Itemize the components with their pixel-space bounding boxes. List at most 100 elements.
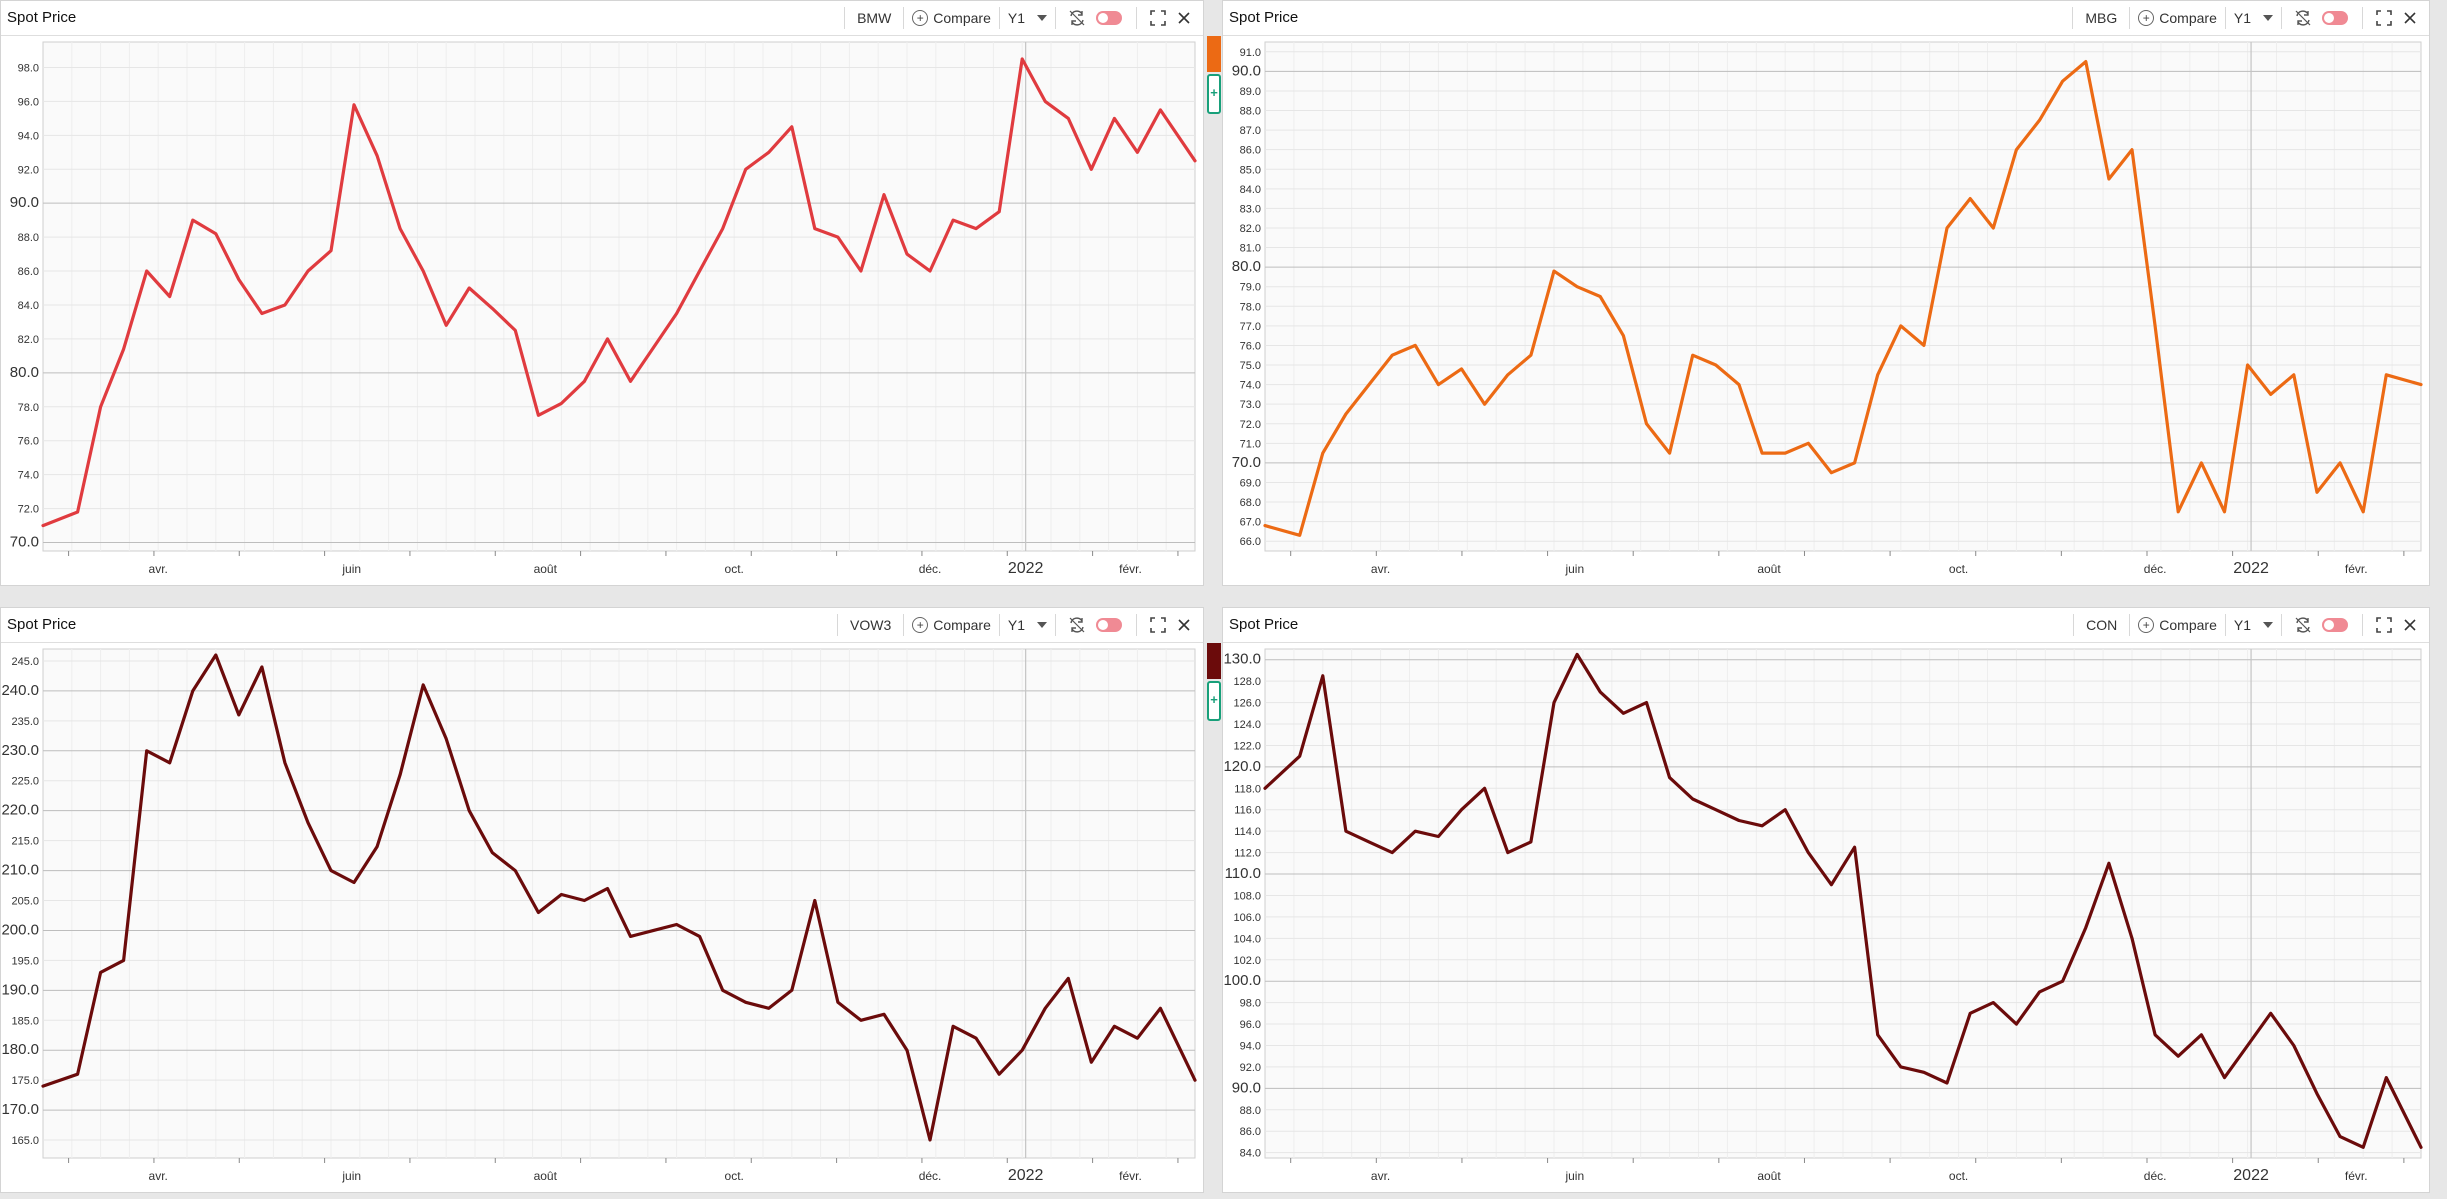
y-tick-label: 190.0 [1,981,39,998]
data-point [767,151,770,154]
expand-icon[interactable] [2371,5,2397,31]
data-point [2200,1033,2203,1036]
panel-header: Spot Price MBG + Compare Y1 [1223,1,2429,36]
data-point [2200,461,2203,465]
data-point [1599,295,1602,298]
y-tick-label: 122.0 [1233,740,1261,752]
sync-icon[interactable] [1064,5,1090,31]
data-point [951,218,955,222]
data-point [1691,354,1694,357]
period-dropdown[interactable]: Y1 [1008,617,1047,633]
data-point [1044,1007,1047,1010]
data-point [145,749,148,752]
y-tick-label: 102.0 [1233,955,1261,967]
toggle-switch[interactable] [2322,618,2348,632]
y-tick-label: 128.0 [1233,676,1261,688]
close-icon[interactable] [1171,5,1197,31]
data-point [260,312,264,315]
data-point [1483,402,1486,406]
data-point [352,881,356,884]
data-point [1575,653,1579,656]
data-point [1437,383,1440,386]
data-point [421,269,425,273]
ticker-label[interactable]: MBG [2085,10,2118,26]
x-tick-label: avr. [1371,562,1390,576]
data-point [2292,1044,2296,1047]
y-tick-label: 175.0 [11,1075,39,1087]
period-dropdown[interactable]: Y1 [2234,617,2273,633]
close-icon[interactable] [2397,612,2423,638]
data-point [1552,701,1556,704]
data-point [191,218,194,222]
chart-panel-mbg: Spot Price MBG + Compare Y1 [1222,0,2430,586]
divider [1055,614,1056,636]
panel-header: Spot Price CON + Compare Y1 [1223,608,2429,643]
data-point [1922,344,1926,347]
y-tick-label: 89.0 [1240,86,1261,98]
data-point [2269,1012,2272,1015]
toggle-switch[interactable] [1096,11,1122,25]
data-point [698,935,701,938]
y-tick-label: 74.0 [1240,380,1261,392]
data-point [514,329,517,332]
close-icon[interactable] [2397,5,2423,31]
sync-icon[interactable] [1064,612,1090,638]
panel-title: Spot Price [1229,9,1299,26]
divider [1136,614,1137,636]
divider [2073,614,2075,636]
data-point [905,1049,909,1052]
period-dropdown[interactable]: Y1 [1008,10,1047,26]
data-point [2177,510,2180,514]
divider [2362,614,2363,636]
compare-button[interactable]: + Compare [2138,10,2217,26]
sync-icon[interactable] [2290,5,2316,31]
data-point [1021,57,1024,61]
compare-button[interactable]: + Compare [2138,617,2217,633]
period-dropdown[interactable]: Y1 [2234,10,2273,26]
data-point [675,923,678,926]
data-point [122,347,125,351]
divider [2224,614,2226,636]
compare-button[interactable]: + Compare [912,617,991,633]
x-tick-label: juin [1564,562,1584,576]
sync-icon[interactable] [2290,612,2316,638]
data-point [1067,117,1070,120]
data-point [2419,1146,2423,1149]
data-point [1645,701,1648,704]
data-point [2130,148,2134,151]
ticker-label[interactable]: CON [2086,617,2118,633]
ticker-label[interactable]: VOW3 [850,617,892,633]
y-tick-label: 104.0 [1233,933,1261,945]
y-tick-label: 78.0 [1240,301,1261,313]
toggle-switch[interactable] [2322,11,2348,25]
data-point [951,1025,955,1028]
period-label: Y1 [2233,10,2251,26]
data-point [1922,1071,1926,1074]
data-point [2246,363,2249,367]
divider [903,614,905,636]
data-point [491,851,494,854]
ticker-label[interactable]: BMW [857,10,892,26]
data-point [1344,829,1348,833]
expand-icon[interactable] [1145,612,1171,638]
line-chart-con: 84.0 86.0 88.0 90.0 92.0 94.0 96.0 98.0 100.0 102… [1223,648,2423,1184]
data-point [1021,1049,1024,1052]
y-tick-label: 71.0 [1240,438,1261,450]
add-panel-handle[interactable]: + [1207,681,1221,721]
x-tick-label: févr. [1119,1169,1142,1183]
expand-icon[interactable] [2371,612,2397,638]
toggle-switch[interactable] [1096,618,1122,632]
divider [1136,7,1137,29]
x-tick-label: oct. [1949,562,1968,576]
add-panel-handle[interactable]: + [1207,74,1221,114]
x-tick-label: avr. [1371,1169,1390,1183]
data-point [790,989,793,992]
compare-button[interactable]: + Compare [912,10,991,26]
data-point [398,773,402,776]
data-point [1367,840,1371,844]
data-point [1622,712,1625,715]
y-tick-label: 78.0 [18,402,39,414]
close-icon[interactable] [1171,612,1197,638]
expand-icon[interactable] [1145,5,1171,31]
y-tick-label: 98.0 [18,62,39,74]
